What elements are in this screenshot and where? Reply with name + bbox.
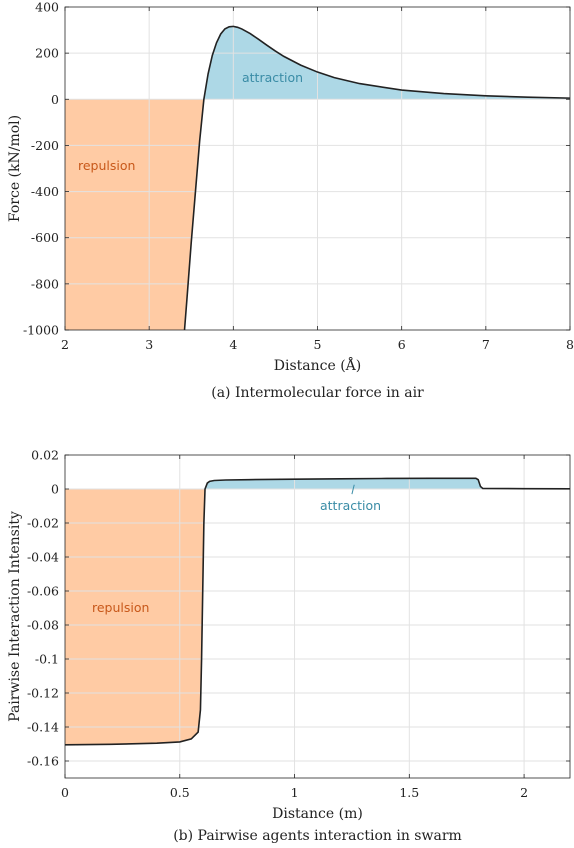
panel-b-caption: (b) Pairwise agents interaction in swarm bbox=[173, 828, 462, 844]
b-repulsion-fill bbox=[65, 489, 206, 778]
panel-b-y-axis-label: Pairwise Interaction Intensity bbox=[7, 511, 23, 722]
b-y-tick-label-4: -0.08 bbox=[27, 618, 59, 633]
a-x-tick-label-1: 3 bbox=[145, 337, 153, 352]
b-y-tick-label-8: 0 bbox=[51, 482, 59, 497]
panel-a-x-axis-label: Distance (Å) bbox=[274, 356, 362, 374]
panel-b-interaction-curve bbox=[64, 477, 571, 746]
panel-b-y-ticks: -0.16 -0.14 -0.12 -0.1 -0.08 -0.06 -0.04 -0.02 0… bbox=[27, 448, 570, 769]
panel-a-fills bbox=[65, 26, 570, 331]
b-x-tick-label-2: 1 bbox=[291, 785, 299, 800]
a-y-tick-label-5: 0 bbox=[51, 92, 59, 107]
panel-a-y-axis-label: Force (kN/mol) bbox=[7, 115, 23, 222]
panel-b-chart: 0 0.5 1 1.5 2 -0.16-0.14-0.12-0.1-0.08-0.06-… bbox=[7, 448, 571, 844]
a-y-tick-label-3: -400 bbox=[31, 184, 59, 199]
a-x-tick-label-6: 8 bbox=[566, 337, 574, 352]
panel-a-grid bbox=[65, 7, 570, 330]
b-y-tick-label-0: -0.16 bbox=[27, 754, 59, 769]
a-y-tick-label-4: -200 bbox=[31, 138, 59, 153]
b-y-tick-label-7: -0.02 bbox=[27, 516, 59, 531]
panel-a-y-ticks: -1000 -800 -600 -400 -200 0 200 400 bbox=[23, 0, 570, 338]
panel-a-repulsion-label: repulsion bbox=[78, 158, 135, 173]
panel-b-x-ticks: 0 0.5 1 1.5 2 bbox=[61, 455, 528, 800]
b-y-tick-label-1: -0.14 bbox=[27, 720, 59, 735]
a-x-tick-label-4: 6 bbox=[398, 337, 406, 352]
panel-b-x-axis-label: Distance (m) bbox=[272, 806, 363, 822]
b-x-tick-label-3: 1.5 bbox=[399, 785, 419, 800]
panel-b-attraction-leader bbox=[351, 484, 355, 495]
panel-b-fills bbox=[65, 478, 571, 778]
b-y-tick-label-2: -0.12 bbox=[27, 686, 59, 701]
b-y-tick-label-5: -0.06 bbox=[27, 584, 59, 599]
a-x-tick-label-3: 5 bbox=[314, 337, 322, 352]
panel-a-x-ticks: 2 3 4 5 6 7 8 bbox=[61, 7, 574, 352]
b-y-tick-label-9: 0.02 bbox=[31, 448, 59, 463]
panel-b-grid bbox=[65, 455, 570, 778]
a-attraction-fill bbox=[203, 26, 570, 100]
panel-b-attraction-label: attraction bbox=[320, 498, 381, 513]
a-y-tick-label-1: -800 bbox=[31, 276, 59, 291]
panel-b-axes-frame bbox=[64, 454, 571, 779]
a-x-tick-label-2: 4 bbox=[229, 337, 237, 352]
a-x-tick-label-0: 2 bbox=[61, 337, 69, 352]
a-y-tick-label-0: -1000 bbox=[23, 323, 59, 338]
panel-a-attraction-label: attraction bbox=[242, 70, 303, 85]
b-x-tick-label-4: 2 bbox=[520, 785, 528, 800]
a-repulsion-fill bbox=[65, 99, 204, 331]
panel-b-repulsion-label: repulsion bbox=[92, 600, 149, 615]
panel-a-force-curve bbox=[183, 25, 571, 331]
a-x-tick-label-5: 7 bbox=[482, 337, 490, 352]
panel-a-caption: (a) Intermolecular force in air bbox=[211, 385, 424, 401]
a-y-tick-label-2: -600 bbox=[31, 230, 59, 245]
b-attraction-fill bbox=[205, 478, 571, 489]
b-x-tick-label-1: 0.5 bbox=[170, 785, 190, 800]
b-y-tick-label-3: -0.1 bbox=[35, 652, 59, 667]
a-y-tick-label-7: 400 bbox=[35, 0, 59, 15]
panel-a-chart: 2 3 4 5 6 7 8 -1000 -800 -600 -400 -200 0 200 400 rep… bbox=[7, 0, 574, 401]
b-y-tick-label-6: -0.04 bbox=[27, 550, 59, 565]
b-x-tick-label-0: 0 bbox=[61, 785, 69, 800]
a-y-tick-label-6: 200 bbox=[35, 46, 59, 61]
